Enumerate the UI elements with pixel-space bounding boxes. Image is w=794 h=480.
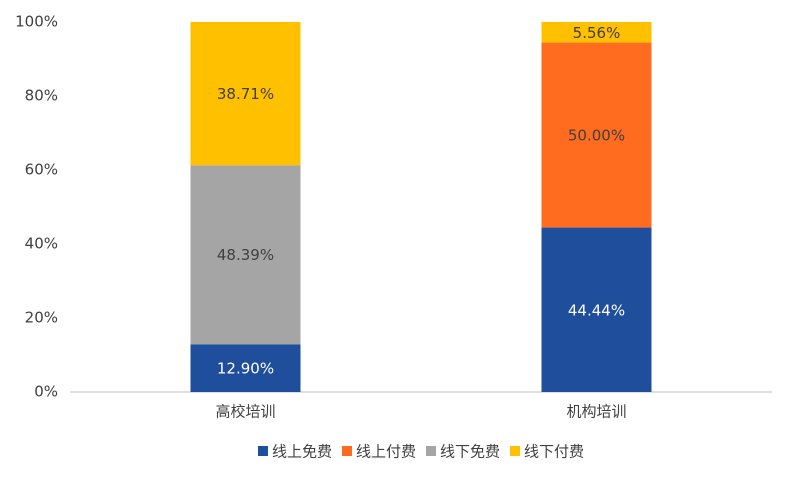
data-label: 44.44% bbox=[568, 301, 625, 319]
legend-swatch bbox=[341, 446, 352, 456]
y-tick-label: 60% bbox=[25, 161, 58, 179]
y-tick-label: 0% bbox=[34, 383, 58, 401]
y-tick-label: 100% bbox=[15, 13, 58, 31]
y-tick-label: 20% bbox=[25, 309, 58, 327]
legend-label: 线下免费 bbox=[440, 443, 500, 461]
bar-segment bbox=[190, 344, 301, 392]
bar-segment bbox=[190, 165, 301, 345]
legend-label: 线上付费 bbox=[356, 443, 416, 461]
bar-segment bbox=[541, 22, 652, 43]
y-tick-label: 80% bbox=[25, 87, 58, 105]
legend-swatch bbox=[426, 446, 436, 456]
legend-swatch bbox=[510, 446, 521, 456]
legend-label: 线上免费 bbox=[272, 443, 332, 461]
data-label: 50.00% bbox=[568, 127, 625, 145]
data-label: 12.90% bbox=[217, 360, 274, 378]
data-label: 5.56% bbox=[573, 24, 621, 42]
data-label: 48.39% bbox=[217, 246, 274, 264]
legend-swatch bbox=[257, 446, 268, 456]
data-label: 38.71% bbox=[217, 85, 274, 103]
bar-segment bbox=[541, 42, 652, 228]
x-tick-label: 机构培训 bbox=[566, 403, 626, 421]
bar-segment bbox=[541, 227, 652, 392]
bar-segment bbox=[190, 22, 301, 166]
y-tick-label: 40% bbox=[25, 235, 58, 253]
x-tick-label: 高校培训 bbox=[215, 403, 275, 421]
legend-label: 线下付费 bbox=[524, 443, 584, 461]
